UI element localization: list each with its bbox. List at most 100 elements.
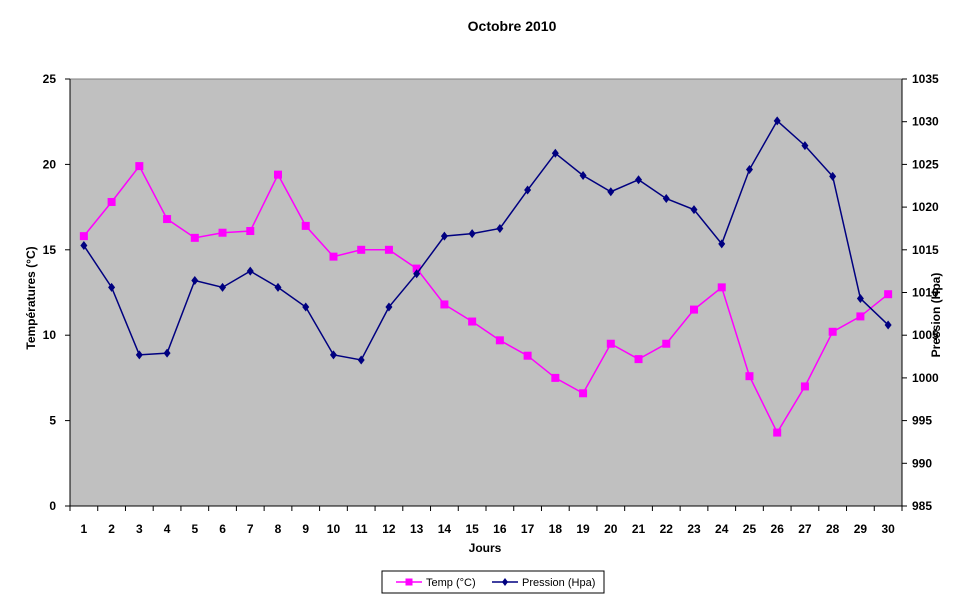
data-point-temp [551, 373, 560, 382]
data-point-pression [829, 171, 837, 181]
x-tick-label: 13 [410, 522, 424, 536]
legend: Temp (°C) Pression (Hpa) [381, 570, 605, 594]
x-ticks: 1 2 3 4 5 6 7 8 9 10 11 12 13 14 15 16 17 18 19 20 21 22 23 24 2… [69, 506, 903, 536]
data-point-pression [385, 302, 393, 312]
y2-tick-label: 1000 [912, 371, 939, 385]
x-tick-label: 6 [219, 522, 226, 536]
x-tick-label: 30 [881, 522, 895, 536]
y2-axis-title: Pression (Hpa) [929, 273, 943, 358]
x-tick-label: 8 [275, 522, 282, 536]
data-point-pression [274, 282, 282, 292]
data-point-temp [468, 317, 477, 326]
data-point-temp [634, 355, 643, 364]
y-tick-label: 25 [43, 72, 57, 86]
series-line-temp [83, 164, 889, 435]
x-tick-label: 10 [327, 522, 341, 536]
y-tick-label: 5 [49, 414, 56, 428]
series-line-pression [83, 119, 889, 361]
y2-tick-label: 1020 [912, 200, 939, 214]
data-point-temp [357, 245, 366, 254]
data-point-temp [606, 339, 615, 348]
legend-label-pression: Pression (Hpa) [522, 577, 595, 589]
data-point-pression [108, 282, 116, 292]
y2-tick-label: 1035 [912, 72, 939, 86]
data-point-temp [440, 300, 449, 309]
data-point-temp [773, 428, 782, 437]
y2-tick-label: 995 [912, 414, 932, 428]
data-point-pression [856, 293, 864, 303]
data-point-pression [524, 185, 532, 195]
y2-ticks: 985 990 995 1000 1005 1010 1015 1020 1025 1030 103… [902, 72, 939, 513]
x-tick-label: 17 [521, 522, 535, 536]
data-point-temp [190, 233, 199, 242]
y2-tick-label: 1005 [912, 328, 939, 342]
x-tick-label: 5 [191, 522, 198, 536]
y2-tick-label: 1015 [912, 243, 939, 257]
data-point-temp [274, 170, 282, 179]
x-tick-label: 14 [438, 522, 452, 536]
y-tick-label: 20 [43, 157, 57, 171]
x-tick-label: 21 [632, 522, 646, 536]
y-ticks: 0 5 10 15 20 25 [43, 72, 70, 513]
y-tick-label: 10 [43, 328, 57, 342]
x-tick-label: 2 [108, 522, 115, 536]
x-tick-label: 16 [493, 522, 507, 536]
y2-tick-label: 985 [912, 499, 932, 513]
x-tick-label: 20 [604, 522, 618, 536]
x-tick-label: 24 [715, 522, 729, 536]
data-point-temp [107, 197, 116, 206]
data-point-temp [717, 283, 726, 292]
legend-label-temp: Temp (°C) [426, 577, 476, 589]
data-point-pression [690, 205, 698, 215]
data-point-temp [523, 351, 532, 360]
y-tick-label: 15 [43, 243, 57, 257]
x-tick-label: 22 [660, 522, 674, 536]
data-point-temp [412, 264, 421, 273]
data-point-pression [551, 148, 559, 158]
series-layer [79, 116, 893, 437]
data-point-temp [745, 372, 754, 381]
y2-tick-label: 1025 [912, 157, 939, 171]
data-point-temp [690, 305, 698, 314]
data-point-temp [246, 227, 255, 236]
data-point-pression [662, 194, 670, 204]
data-point-temp [856, 312, 865, 321]
data-point-pression [635, 175, 643, 185]
data-point-pression [413, 269, 421, 279]
x-tick-label: 11 [355, 522, 368, 536]
data-point-pression [607, 187, 615, 197]
x-tick-label: 27 [798, 522, 812, 536]
data-point-temp [135, 162, 144, 171]
x-tick-label: 19 [576, 522, 590, 536]
y-axis-title: Températures (°C) [24, 246, 38, 349]
data-point-temp [884, 290, 893, 299]
data-point-pression [773, 116, 781, 126]
data-point-pression [579, 171, 587, 181]
x-tick-label: 12 [382, 522, 396, 536]
y2-tick-label: 1030 [912, 115, 939, 129]
data-point-pression [468, 229, 476, 239]
x-axis-title: Jours [469, 541, 502, 555]
data-point-pression [163, 348, 171, 358]
legend-items: Temp (°C) Pression (Hpa) [396, 577, 595, 589]
data-point-pression [440, 231, 448, 241]
data-point-temp [662, 339, 671, 348]
data-point-temp [579, 389, 588, 398]
x-tick-label: 25 [743, 522, 757, 536]
y2-tick-label: 990 [912, 456, 932, 470]
data-point-temp [79, 232, 88, 241]
data-point-temp [218, 228, 227, 237]
chart-title: Octobre 2010 [468, 18, 557, 34]
x-tick-label: 26 [771, 522, 785, 536]
data-point-pression [357, 355, 365, 365]
x-tick-label: 1 [81, 522, 88, 536]
data-point-pression [745, 165, 753, 175]
x-tick-label: 4 [164, 522, 171, 536]
legend-marker-pression [502, 578, 508, 586]
data-point-temp [163, 215, 172, 224]
x-tick-label: 15 [465, 522, 479, 536]
data-point-pression [496, 223, 504, 233]
x-tick-label: 7 [247, 522, 254, 536]
data-point-pression [329, 350, 337, 360]
data-point-pression [219, 282, 227, 292]
